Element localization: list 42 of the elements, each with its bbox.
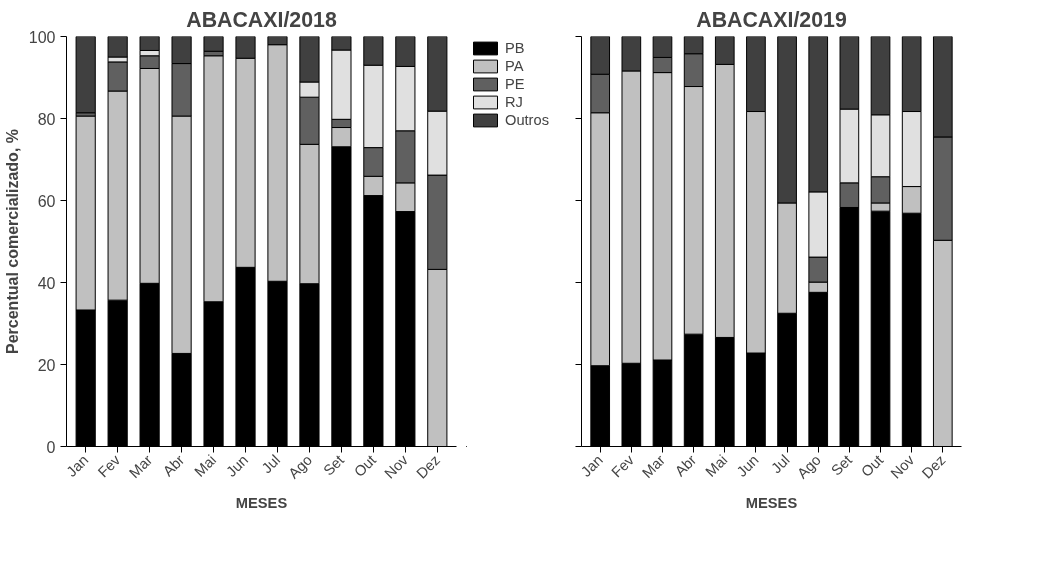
x-tick-label: Jan <box>577 451 606 480</box>
x-tick-label: Set <box>828 451 856 479</box>
y-tick-label: 60 <box>37 192 56 210</box>
x-tick-label: Fev <box>608 451 638 481</box>
x-tick-label: Jan <box>63 451 92 480</box>
bar <box>203 36 224 52</box>
x-tick-label: Nov <box>887 451 918 482</box>
x-tick-label: Nov <box>381 451 412 482</box>
y-tick-label: 40 <box>37 274 56 292</box>
x-tick-label: Out <box>351 451 380 480</box>
x-tick-label: Jun <box>733 451 762 480</box>
x-tick-label: Mar <box>638 451 669 481</box>
chart-title: ABACAXI/2019 <box>696 7 847 32</box>
x-axis-title: MESES <box>745 495 798 512</box>
x-tick-label: Fev <box>94 451 124 481</box>
x-tick-label: Dez <box>413 451 443 482</box>
x-tick-label: Jul <box>768 451 793 477</box>
legend-label: PA <box>505 58 525 74</box>
legend-label: PE <box>505 76 525 92</box>
x-tick-label: Ago <box>285 451 316 482</box>
y-tick-label: 0 <box>46 438 56 456</box>
x-tick-label: Ago <box>794 451 824 482</box>
legend-label: RJ <box>505 94 524 110</box>
x-tick-label: Mar <box>126 451 156 481</box>
y-tick-label: 80 <box>37 110 56 128</box>
x-tick-label: Set <box>320 451 348 479</box>
x-tick-label: Out <box>858 451 887 480</box>
x-tick-label: Jun <box>223 451 252 480</box>
x-tick-label: Jul <box>258 451 284 477</box>
chart-title: ABACAXI/2018 <box>186 7 337 32</box>
x-tick-label: Dez <box>918 451 949 482</box>
x-tick-label: Mai <box>702 451 731 480</box>
y-tick-label: 20 <box>37 356 56 374</box>
y-axis-title: Percentual comercializado, % <box>3 129 21 354</box>
x-axis-title: MESES <box>235 495 288 512</box>
legend-label: Outros <box>505 112 549 128</box>
bar <box>75 36 96 114</box>
legend-label: PB <box>505 40 525 56</box>
x-tick-label: Abr <box>159 451 188 480</box>
x-tick-label: Mai <box>191 451 220 480</box>
y-tick-label: 100 <box>28 28 56 46</box>
x-tick-label: Abr <box>671 451 700 480</box>
